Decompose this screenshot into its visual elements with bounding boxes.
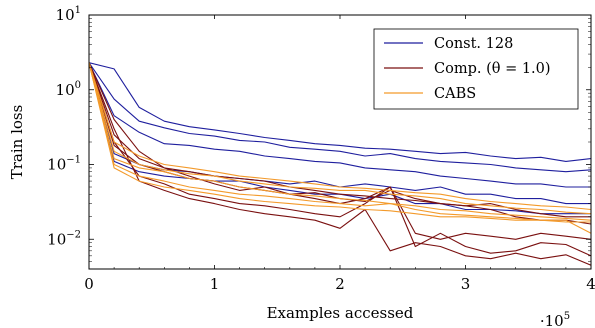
legend-label-cabs: CABS — [434, 86, 476, 102]
y-tick-label: 10−2 — [47, 229, 81, 248]
series-line-3-run-5 — [89, 62, 591, 211]
y-tick-label: 101 — [56, 5, 81, 24]
series-line-2-run-2 — [89, 62, 591, 257]
series-line-3-run-4 — [89, 62, 591, 215]
x-tick-label: 2 — [335, 275, 345, 293]
series-line-1-run-2 — [89, 62, 591, 173]
series-line-1-run-3 — [89, 62, 591, 188]
legend-label-const-128: Const. 128 — [434, 36, 513, 52]
series-line-1-run-1 — [89, 62, 591, 162]
series-line-2-run-1 — [89, 62, 591, 266]
x-tick-label: 0 — [84, 275, 94, 293]
plot-area: 0 1 2 3 4 10−2 10−1 100 101 — [47, 5, 595, 293]
y-tick-label: 100 — [56, 80, 81, 99]
legend-label-comp: Comp. (θ = 1.0) — [434, 61, 551, 77]
x-tick-label: 4 — [586, 275, 595, 293]
legend-box — [373, 28, 579, 110]
series-line-3-run-2 — [89, 62, 591, 234]
y-tick-label: 10−1 — [47, 155, 81, 174]
x-axis-label: Examples accessed — [267, 304, 414, 322]
x-tick-label: 3 — [461, 275, 471, 293]
y-axis-label: Train loss — [8, 105, 26, 180]
series-line-3-run-3 — [89, 62, 591, 221]
x-axis-multiplier: ·105 — [540, 311, 570, 328]
x-tick-label: 1 — [210, 275, 220, 293]
legend: Const. 128 Comp. (θ = 1.0) CABS — [373, 28, 579, 110]
series-line-3-run-1 — [89, 62, 591, 223]
